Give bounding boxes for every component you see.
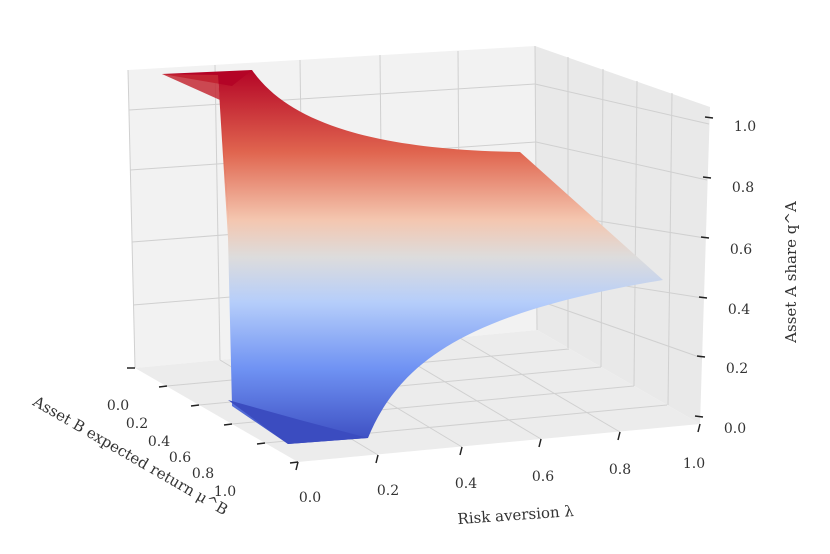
y-tick-labels: 0.0 0.2 0.4 0.6 0.8 1.0 [107,398,236,500]
x-axis-ticks [295,423,701,471]
surface-bottom-ledge [228,400,368,444]
y-axis-ticks [127,367,299,464]
x-tick-label: 0.0 [299,490,321,506]
x-axis-label: Risk aversion λ [457,502,575,528]
surface [162,70,663,444]
z-tick-label: 0.6 [730,242,752,258]
z-tick-label: 0.8 [732,180,754,196]
y-tick-label: 0.2 [126,416,148,432]
y-tick-label: 0.0 [107,398,129,414]
x-tick-label: 0.6 [532,469,554,485]
right-pane [535,46,710,424]
x-tick-label: 0.8 [609,462,631,478]
x-tick-label: 1.0 [683,456,705,472]
y-tick-label: 1.0 [214,484,236,500]
x-tick-label: 0.2 [377,483,399,499]
y-tick-label: 0.8 [192,466,214,482]
y-axis-label: Asset B expected return μ^B [29,392,231,519]
z-axis-ticks [694,116,714,418]
z-axis-label: Asset A share q^A [782,201,800,344]
z-tick-label: 0.4 [728,302,750,318]
z-tick-labels: 1.0 0.8 0.6 0.4 0.2 0.0 [724,119,756,437]
surface-front-face [218,70,663,444]
x-tick-label: 0.4 [455,476,477,492]
x-tick-labels: 0.0 0.2 0.4 0.6 0.8 1.0 [299,456,705,506]
z-tick-label: 0.0 [724,421,746,437]
y-tick-label: 0.4 [148,434,170,450]
z-tick-label: 1.0 [734,119,756,135]
z-tick-label: 0.2 [726,361,748,377]
y-tick-label: 0.6 [169,450,191,466]
